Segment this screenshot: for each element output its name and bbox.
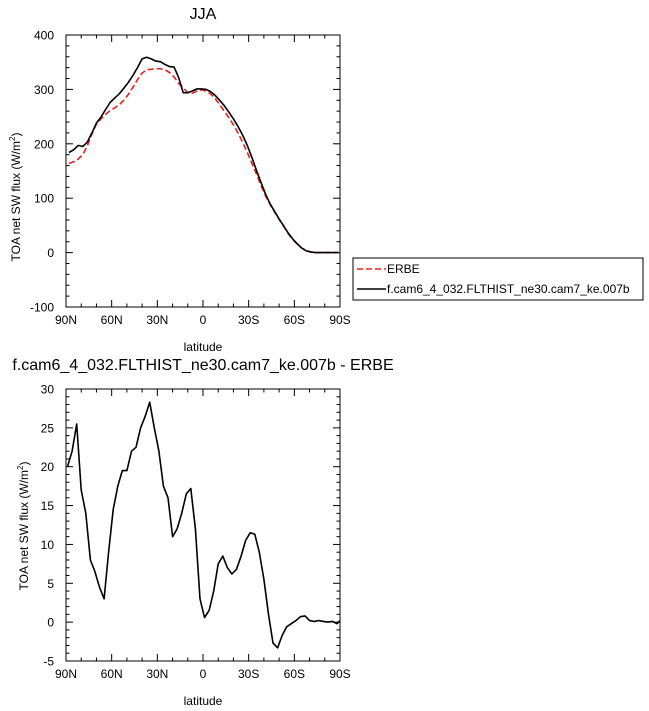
top-chart-ytick-label: 300 [34,83,54,97]
bottom-chart-ylabel-main: TOA net SW flux (W/m [17,470,31,590]
bottom-chart-ytick-label: -5 [43,655,54,669]
top-chart-series-1-line [68,56,339,254]
top-chart-ylabel-close: ) [9,133,23,137]
bottom-chart-series-0-line [66,401,341,649]
bottom-chart-frame [65,388,341,662]
bottom-chart-ylabel-sup: 2 [16,465,25,470]
bottom-chart-ytick-label: 25 [41,421,55,435]
top-chart-xtick-label: 30N [146,313,168,327]
top-chart-axes: 90N 60N 30N 0 30S 60S 90S -100 0 100 200 300 400 [30,29,351,328]
top-chart-xlabel: latitude [184,340,223,354]
legend: ERBE f.cam6_4_032.FLTHIST_ne30.cam7_ke.0… [352,257,644,301]
top-chart-ytick-label: -100 [30,301,54,315]
top-chart-ylabel: TOA net SW flux (W/m2) [8,133,23,262]
top-chart-xtick-label: 60S [284,313,305,327]
top-chart-xtick-label: 90N [55,313,77,327]
top-chart-xtick-label: 60N [101,313,123,327]
bottom-chart-ytick-label: 30 [41,383,55,397]
bottom-chart-ylabel: TOA net SW flux (W/m2) [16,462,31,591]
bottom-chart-xtick-label: 60N [101,667,123,681]
bottom-chart-ytick-label: 15 [41,499,55,513]
top-chart-frame [65,34,341,308]
bottom-chart-ytick-label: 5 [47,577,54,591]
legend-label-model: f.cam6_4_032.FLTHIST_ne30.cam7_ke.007b [387,282,630,296]
top-chart-ylabel-main: TOA net SW flux (W/m [9,141,23,261]
bottom-chart-ytick-label: 0 [47,616,54,630]
legend-box [352,257,644,301]
top-chart-xtick-label: 90S [329,313,350,327]
top-chart-ytick-label: 100 [34,192,54,206]
top-chart-title: JJA [190,6,217,23]
bottom-chart-title: f.cam6_4_032.FLTHIST_ne30.cam7_ke.007b -… [12,357,393,374]
top-chart-xtick-label: 30S [238,313,259,327]
legend-label-erbe: ERBE [387,262,420,276]
bottom-chart-xtick-label: 30N [146,667,168,681]
bottom-chart-xtick-label: 90N [55,667,77,681]
bottom-chart-ytick-label: 20 [41,460,55,474]
bottom-chart-series [66,401,341,649]
bottom-chart-ylabel-close: ) [17,462,31,466]
top-chart-ylabel-sup: 2 [8,136,17,141]
top-chart-ytick-label: 200 [34,137,54,151]
top-chart-ytick-label: 400 [34,29,54,43]
bottom-chart: f.cam6_4_032.FLTHIST_ne30.cam7_ke.007b -… [12,357,393,708]
top-chart: JJA TOA net SW flux (W/m2) latitude 90N 6… [8,6,351,354]
top-chart-ytick-label: 0 [47,246,54,260]
bottom-chart-xtick-label: 0 [200,667,207,681]
top-chart-series [68,56,339,254]
bottom-chart-xlabel: latitude [184,694,223,708]
bottom-chart-xtick-label: 60S [284,667,305,681]
bottom-chart-xtick-label: 90S [329,667,350,681]
top-chart-series-0-line [68,67,339,254]
top-chart-xtick-label: 0 [200,313,207,327]
bottom-chart-ytick-label: 10 [41,538,55,552]
bottom-chart-xtick-label: 30S [238,667,259,681]
